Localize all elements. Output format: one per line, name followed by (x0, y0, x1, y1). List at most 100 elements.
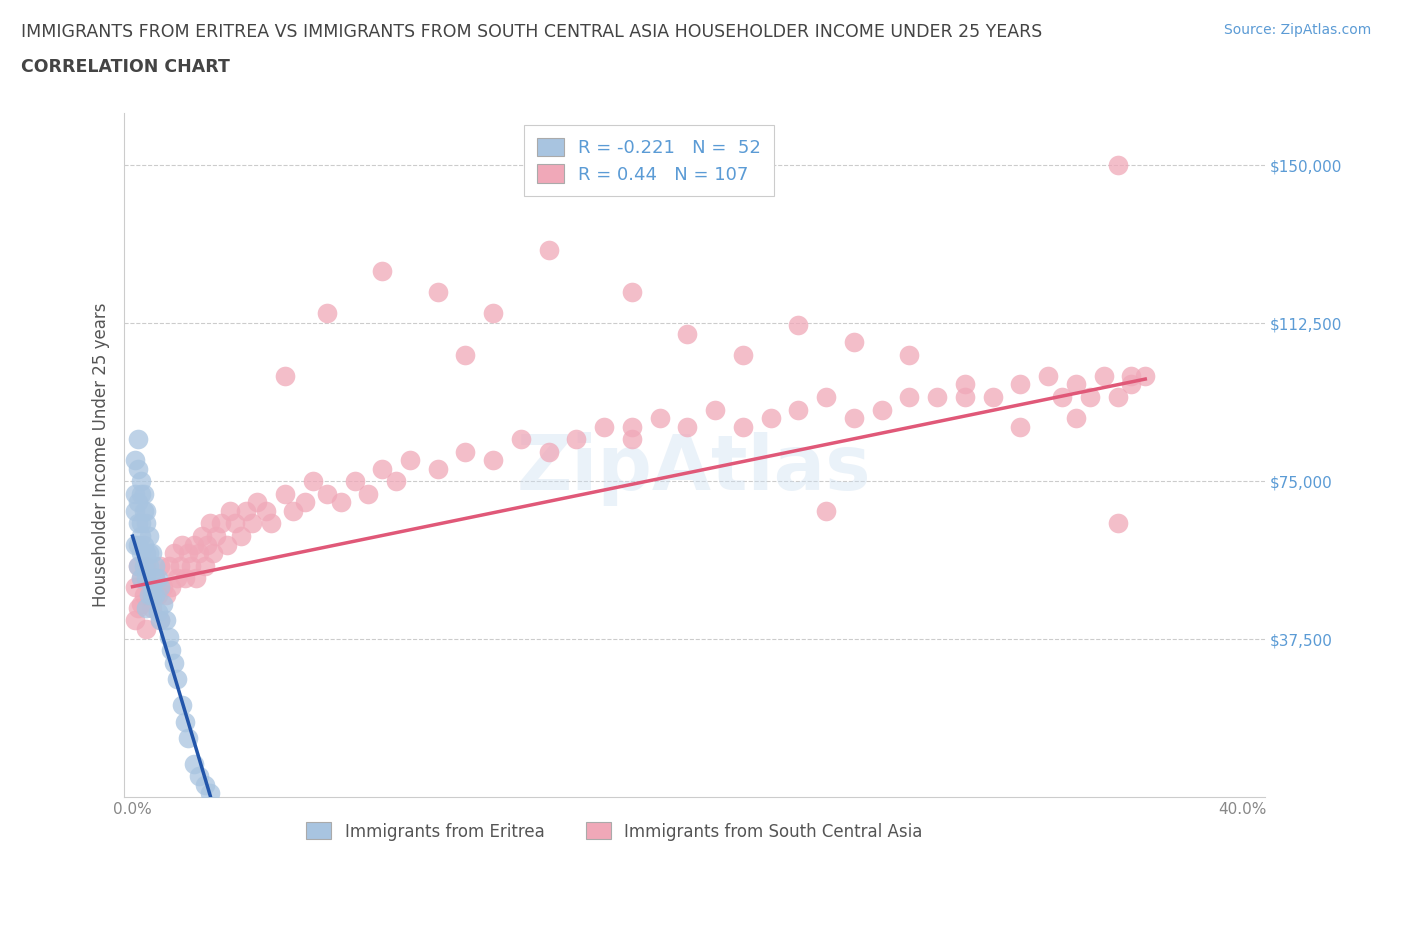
Point (172, 538, 194, 552)
Point (174, 571, 197, 586)
Point (155, 588, 177, 603)
Point (129, 528, 152, 543)
Point (132, 538, 155, 552)
Point (127, 495, 149, 510)
Point (163, 655, 186, 670)
Point (315, 486, 337, 501)
Point (315, 305, 337, 320)
Point (174, 714, 197, 729)
Point (146, 604, 169, 619)
Point (1064, 411, 1087, 426)
Point (149, 613, 172, 628)
Legend: Immigrants from Eritrea, Immigrants from South Central Asia: Immigrants from Eritrea, Immigrants from… (299, 816, 929, 847)
Point (127, 516, 149, 531)
Point (593, 419, 616, 434)
Point (132, 558, 155, 573)
Point (141, 588, 163, 603)
Point (1050, 390, 1073, 405)
Point (129, 596, 152, 611)
Point (138, 579, 160, 594)
Point (329, 495, 352, 510)
Point (141, 579, 163, 594)
Point (953, 390, 976, 405)
Point (143, 558, 166, 573)
Text: CORRELATION CHART: CORRELATION CHART (21, 58, 231, 75)
Point (129, 474, 152, 489)
Point (177, 731, 200, 746)
Point (135, 558, 157, 573)
Point (1121, 377, 1143, 392)
Point (149, 558, 172, 573)
Point (157, 630, 180, 644)
Point (124, 453, 146, 468)
Point (138, 558, 160, 573)
Point (274, 368, 297, 383)
Point (146, 588, 169, 603)
Point (731, 419, 754, 434)
Point (135, 503, 157, 518)
Point (143, 571, 166, 586)
Point (1107, 158, 1129, 173)
Point (215, 538, 238, 552)
Point (163, 546, 186, 561)
Point (704, 403, 727, 418)
Point (953, 377, 976, 392)
Point (138, 528, 160, 543)
Point (204, 528, 226, 543)
Point (510, 432, 533, 446)
Point (200, 516, 222, 531)
Point (620, 285, 643, 299)
Point (898, 348, 921, 363)
Point (124, 579, 146, 594)
Point (927, 390, 949, 405)
Point (129, 571, 152, 586)
Point (426, 285, 449, 299)
Point (191, 528, 214, 543)
Text: Source: ZipAtlas.com: Source: ZipAtlas.com (1223, 23, 1371, 37)
Point (201, 546, 224, 561)
Point (166, 672, 188, 687)
Point (124, 503, 146, 518)
Point (124, 486, 146, 501)
Point (129, 486, 152, 501)
Point (183, 538, 205, 552)
Point (787, 403, 810, 418)
Text: IMMIGRANTS FROM ERITREA VS IMMIGRANTS FROM SOUTH CENTRAL ASIA HOUSEHOLDER INCOME: IMMIGRANTS FROM ERITREA VS IMMIGRANTS FR… (21, 23, 1042, 41)
Point (132, 486, 155, 501)
Point (482, 453, 505, 468)
Point (218, 503, 240, 518)
Point (149, 613, 172, 628)
Point (127, 538, 149, 552)
Point (183, 756, 205, 771)
Point (357, 486, 380, 501)
Point (169, 558, 191, 573)
Point (1092, 368, 1115, 383)
Point (129, 571, 152, 586)
Point (135, 600, 157, 615)
Point (648, 411, 671, 426)
Point (224, 516, 246, 531)
Point (815, 390, 838, 405)
Point (177, 546, 200, 561)
Point (371, 263, 394, 278)
Point (537, 445, 560, 459)
Point (454, 348, 477, 363)
Point (787, 318, 810, 333)
Point (731, 348, 754, 363)
Point (209, 516, 232, 531)
Point (180, 558, 202, 573)
Point (200, 786, 222, 801)
Point (124, 613, 146, 628)
Point (565, 432, 588, 446)
Point (197, 538, 219, 552)
Point (235, 503, 257, 518)
Point (127, 461, 149, 476)
Point (141, 546, 163, 561)
Point (1107, 390, 1129, 405)
Point (283, 503, 305, 518)
Point (1078, 390, 1101, 405)
Point (815, 503, 838, 518)
Point (194, 558, 217, 573)
Point (620, 419, 643, 434)
Point (1010, 419, 1032, 434)
